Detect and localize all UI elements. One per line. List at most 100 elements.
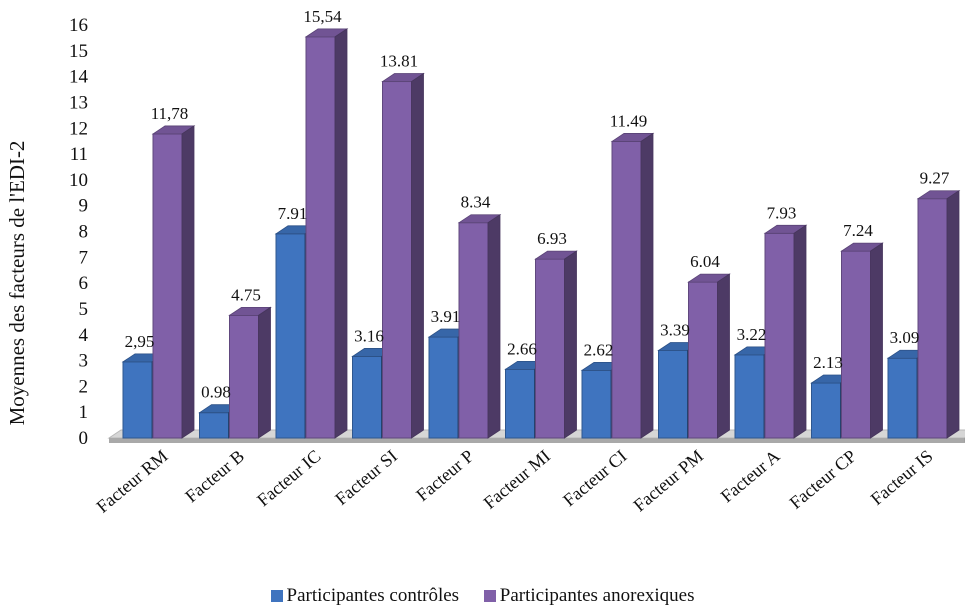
data-label: 2,95 [125, 332, 155, 351]
legend-swatch-controles [270, 590, 283, 602]
bar-side [334, 28, 348, 439]
data-label: 3.22 [737, 325, 767, 344]
x-category-label: Facteur CP [786, 446, 861, 513]
bar [840, 242, 884, 439]
bar-front [305, 36, 336, 439]
bar-front [199, 412, 229, 439]
bar-side [640, 132, 654, 439]
y-tick-label: 2 [79, 376, 89, 397]
bar [916, 189, 961, 439]
y-tick-label: 9 [79, 196, 89, 217]
bar [687, 273, 731, 439]
y-tick-label: 1 [79, 402, 89, 423]
bars [121, 28, 961, 439]
data-label: 3.16 [354, 326, 384, 345]
legend-item-anorexiques: Participantes anorexiques [483, 585, 695, 607]
y-tick-label: 13 [69, 92, 88, 113]
y-tick-label: 4 [79, 325, 89, 346]
y-tick-label: 5 [79, 299, 89, 320]
legend-swatch-anorexiques [483, 590, 496, 602]
bar-side [411, 72, 424, 439]
bar-front [688, 281, 718, 439]
x-category-label: Facteur PM [629, 446, 707, 516]
floor-front [109, 438, 965, 443]
x-category-label: Facteur RM [92, 446, 171, 517]
bar-front [152, 133, 183, 439]
bar-front [382, 81, 412, 439]
x-category-label: Facteur SI [331, 446, 401, 509]
bar-front [734, 354, 765, 439]
bar-front [229, 314, 259, 439]
bar-front [581, 369, 612, 439]
x-axis-labels: Facteur RM Facteur B Facteur IC Facteur SI F… [92, 446, 936, 517]
x-category-label: Facteur IS [867, 446, 937, 509]
bar-front [811, 382, 841, 439]
y-tick-label: 10 [69, 170, 88, 191]
y-tick-label: 15 [69, 41, 88, 62]
data-label: 3.39 [660, 320, 690, 339]
y-tick-label: 0 [79, 428, 89, 449]
x-category-label: Facteur B [181, 446, 248, 507]
bar-front [535, 258, 565, 439]
y-tick-label: 6 [79, 273, 89, 294]
bar-front [352, 355, 382, 439]
bar-side [793, 224, 807, 439]
bar [763, 224, 808, 439]
data-label: 6.93 [537, 229, 567, 248]
data-label: 2.66 [507, 339, 537, 358]
data-label: 4.75 [231, 285, 261, 304]
bar-front [658, 349, 688, 439]
bar-front [887, 357, 918, 439]
data-label: 7.91 [278, 204, 308, 223]
bar-front [275, 233, 306, 439]
data-label: 11,78 [151, 104, 189, 123]
bar-side [258, 306, 271, 439]
legend-label-anorexiques: Participantes anorexiques [499, 585, 695, 606]
data-label: 15,54 [303, 7, 342, 26]
bar-front [917, 198, 948, 439]
data-label: 6.04 [690, 252, 720, 271]
data-label: 2.62 [584, 340, 614, 359]
data-label: 9.27 [920, 169, 950, 188]
bar-front [122, 361, 153, 439]
data-labels: 2,95 11,78 0.98 4.75 7.91 15,54 3.16 13.81 3.91 8… [125, 7, 950, 402]
x-category-label: Facteur A [717, 446, 784, 507]
bar-side [717, 273, 730, 439]
data-label: 11.49 [610, 111, 648, 130]
legend: Participantes contrôles Participantes an… [0, 585, 965, 607]
y-tick-label: 14 [69, 67, 89, 88]
bar [457, 213, 502, 439]
data-label: 0.98 [201, 383, 231, 402]
y-tick-label: 3 [79, 351, 89, 372]
bar-front [611, 140, 642, 439]
bar [151, 125, 196, 439]
bar [228, 306, 272, 439]
y-tick-label: 11 [70, 144, 88, 165]
data-label: 3.91 [431, 307, 461, 326]
bar-side [564, 250, 577, 439]
bar-side [946, 189, 960, 439]
bar [610, 132, 655, 439]
data-label: 8.34 [461, 193, 491, 212]
bar-front [505, 368, 535, 439]
x-category-label: Facteur IC [253, 446, 324, 510]
bar-front [428, 336, 459, 439]
x-category-label: Facteur P [412, 446, 477, 505]
data-label: 2.13 [813, 353, 843, 372]
y-tick-label: 16 [69, 15, 88, 36]
data-label: 7.93 [767, 203, 797, 222]
data-label: 7.24 [843, 221, 873, 240]
x-category-label: Facteur CI [559, 446, 630, 510]
x-category-label: Facteur MI [480, 446, 555, 513]
bar-side [487, 213, 501, 439]
data-label: 3.09 [890, 328, 920, 347]
bar [534, 250, 578, 439]
bar-front [764, 232, 795, 439]
bar-side [181, 125, 195, 439]
y-tick-label: 7 [79, 247, 89, 268]
legend-label-controles: Participantes contrôles [286, 585, 460, 606]
data-label: 13.81 [380, 52, 418, 71]
bar-side [870, 242, 883, 439]
